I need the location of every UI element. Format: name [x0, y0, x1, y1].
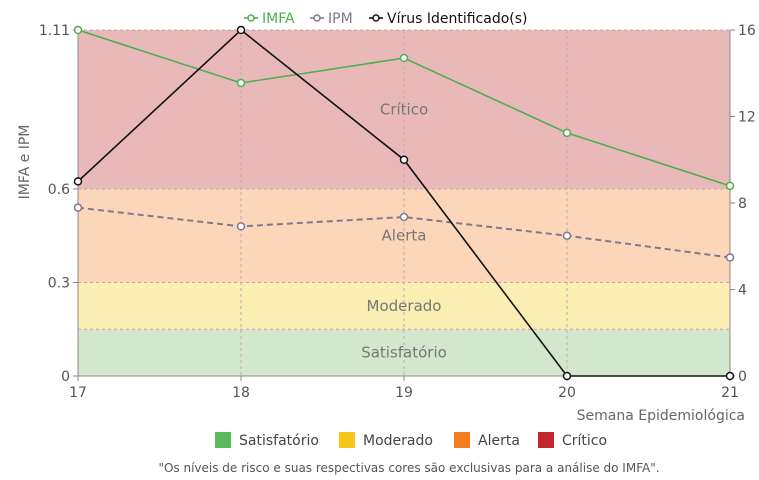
x-tick-label-2: 19	[395, 385, 413, 401]
risk-legend-label-2: Alerta	[478, 433, 520, 449]
risk-legend-swatch-2	[454, 432, 470, 448]
series-1-point-4	[725, 253, 735, 262]
y-tick-label-0: 0	[61, 369, 70, 385]
series-2-point-1	[236, 25, 246, 35]
legend-marker-2	[372, 14, 380, 22]
legend-label-1: IPM	[328, 11, 353, 27]
x-tick-label-4: 21	[721, 385, 739, 401]
y-axis-title: IMFA e IPM	[17, 125, 33, 200]
band-label-1: Moderado	[367, 297, 442, 315]
risk-legend-label-3: Crítico	[562, 433, 607, 449]
x-tick-label-0: 17	[69, 385, 87, 401]
series-0-point-0	[73, 25, 83, 35]
legend-marker-0	[247, 14, 255, 22]
y2-tick-label-2: 8	[738, 196, 747, 212]
series-0-point-4	[725, 181, 735, 191]
series-1-point-0	[73, 203, 83, 212]
series-2-point-3	[562, 371, 572, 381]
series-2-point-2	[399, 155, 409, 164]
x-tick-label-1: 18	[232, 385, 250, 401]
band-label-0: Satisfatório	[361, 344, 447, 362]
series-1-point-3	[562, 231, 572, 240]
y2-tick-label-3: 12	[738, 110, 756, 126]
y2-tick-label-0: 0	[738, 369, 747, 385]
axes: 0 0.3 0.6 1.11 0 4 8 12 16 17 18 19 20 21	[39, 23, 756, 401]
band-label-2: Alerta	[382, 227, 427, 245]
legend-label-2: Vírus Identificado(s)	[387, 11, 528, 27]
risk-legend-swatch-1	[339, 432, 355, 448]
series-1-point-1	[236, 222, 246, 231]
risk-legend-label-0: Satisfatório	[239, 433, 319, 449]
y-tick-label-3: 1.11	[39, 23, 70, 39]
data-series	[73, 25, 735, 381]
risk-legend-swatch-3	[538, 432, 554, 448]
series-2-point-0	[73, 177, 83, 186]
risk-legend-label-1: Moderado	[363, 433, 433, 449]
risk-legend-swatch-0	[215, 432, 231, 448]
legend-label-0: IMFA	[262, 11, 295, 27]
series-0-point-1	[236, 78, 246, 88]
series-2-point-4	[725, 371, 735, 381]
legend-marker-1	[313, 14, 321, 22]
footnote: "Os níveis de risco e suas respectivas c…	[158, 461, 659, 475]
series-1-point-2	[399, 212, 409, 222]
risk-legend: Satisfatório Moderado Alerta Crítico	[215, 432, 607, 449]
y2-tick-label-4: 16	[738, 23, 756, 39]
x-axis-title: Semana Epidemiológica	[577, 408, 745, 424]
series-legend: IMFA IPM Vírus Identificado(s)	[244, 11, 528, 27]
x-tick-label-3: 20	[558, 385, 576, 401]
band-label-3: Crítico	[380, 100, 428, 118]
y-tick-label-1: 0.3	[48, 275, 70, 291]
y2-tick-label-1: 4	[738, 283, 747, 299]
series-0-point-2	[399, 53, 409, 63]
series-0-point-3	[562, 128, 572, 138]
y-tick-label-2: 0.6	[48, 182, 70, 198]
risk-band-labels: Satisfatório Moderado Alerta Crítico	[361, 100, 447, 361]
